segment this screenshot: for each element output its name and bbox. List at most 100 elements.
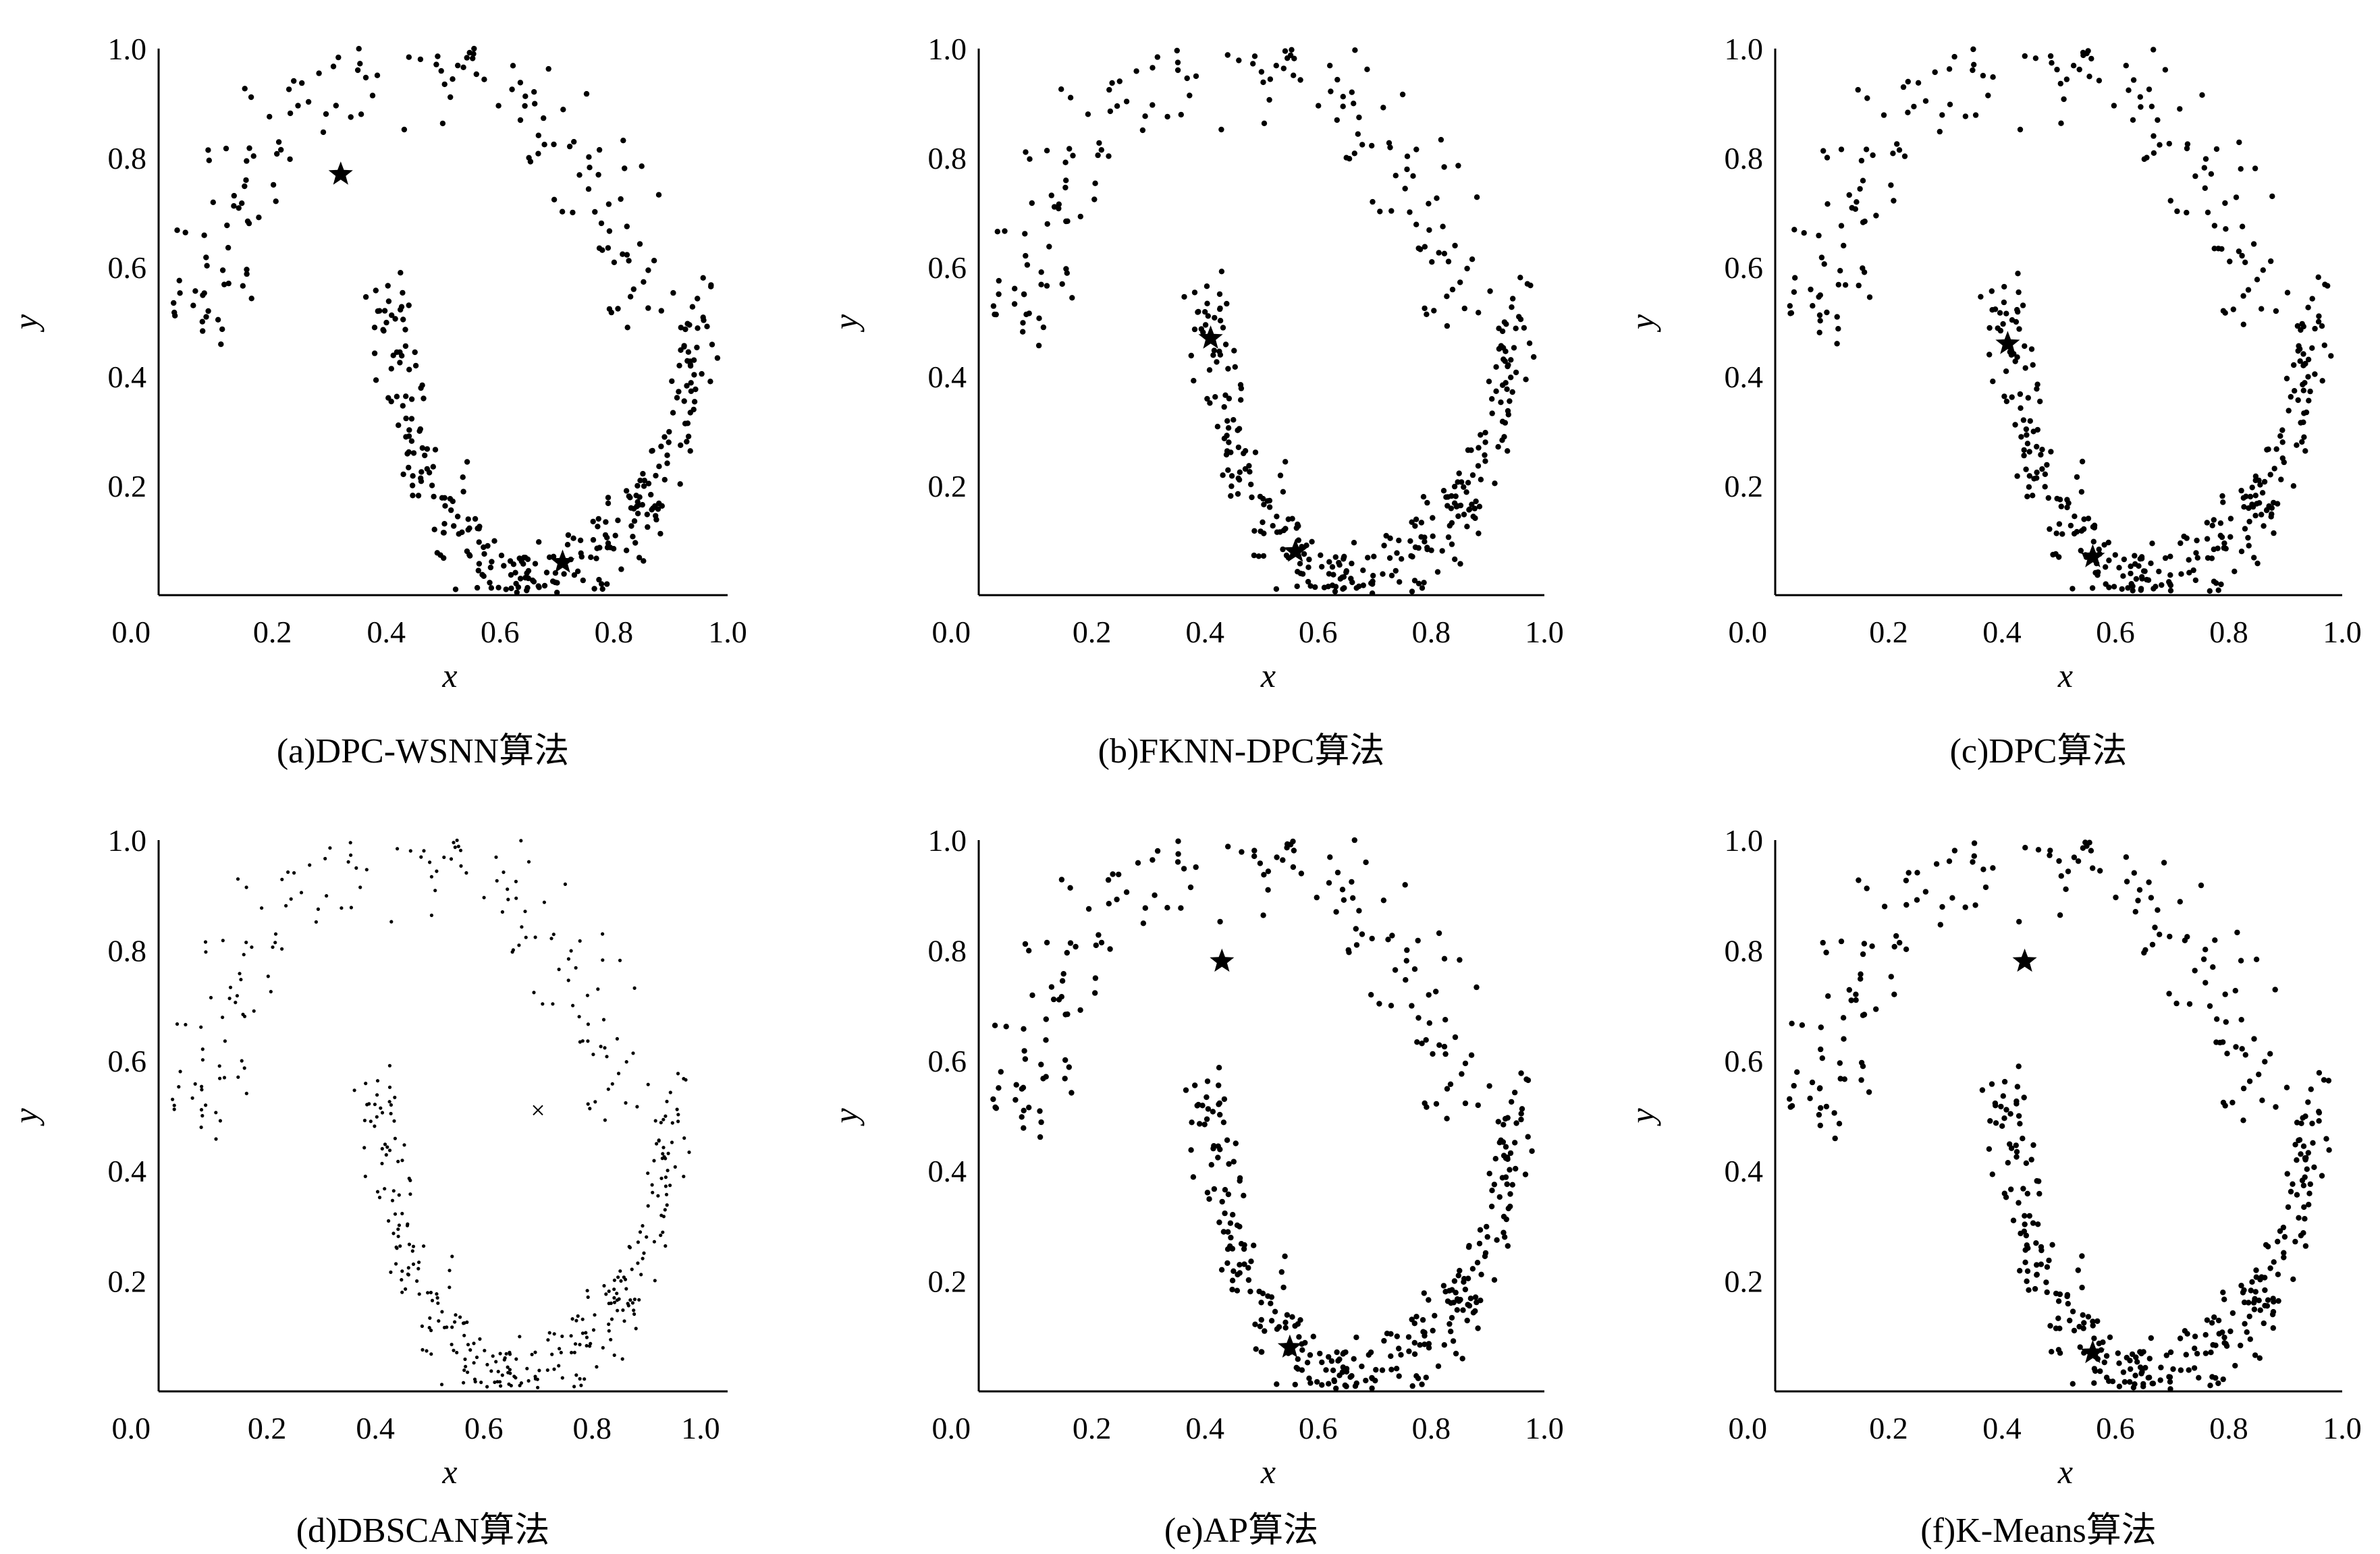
data-point <box>591 1053 595 1057</box>
data-point <box>2009 394 2015 400</box>
data-point <box>2224 1051 2230 1057</box>
data-point <box>2275 1298 2281 1304</box>
data-point <box>2232 988 2238 994</box>
data-point <box>203 940 208 944</box>
data-point <box>2316 1118 2322 1124</box>
data-point <box>2177 1335 2184 1341</box>
data-point <box>2097 868 2103 874</box>
data-point <box>1461 484 1467 490</box>
data-point <box>1343 1349 1349 1356</box>
data-point <box>2130 588 2136 594</box>
data-point <box>676 1113 680 1117</box>
data-point <box>2259 511 2265 518</box>
data-point <box>2246 1078 2253 1084</box>
data-point <box>387 1100 391 1104</box>
data-point <box>1426 200 1432 206</box>
data-point <box>1204 1078 1211 1084</box>
data-point <box>1866 294 1873 300</box>
data-point <box>626 258 632 264</box>
data-point <box>1235 427 1241 433</box>
data-point <box>1408 553 1414 559</box>
data-point <box>2298 1120 2304 1127</box>
data-point <box>1415 1015 1422 1021</box>
data-point <box>2130 117 2136 123</box>
data-point <box>362 74 369 81</box>
data-point <box>1295 523 1301 529</box>
data-point <box>1274 529 1280 535</box>
data-point <box>2262 1275 2268 1281</box>
data-point <box>684 321 691 327</box>
data-point <box>682 326 688 333</box>
data-point <box>1106 901 1112 907</box>
data-point <box>2157 931 2163 938</box>
data-point <box>580 1039 585 1043</box>
chart-caption: (c)DPC算法 <box>1950 732 2128 771</box>
data-point <box>1205 1106 1212 1112</box>
data-point <box>354 67 361 74</box>
data-point <box>1370 198 1376 205</box>
data-point <box>2015 271 2021 277</box>
data-point <box>2208 1350 2214 1356</box>
data-point <box>2035 1221 2041 1227</box>
data-point <box>1389 933 1395 939</box>
data-point <box>176 277 182 283</box>
data-point <box>1473 984 1480 991</box>
data-point <box>1403 958 1409 964</box>
data-point <box>2070 1308 2076 1314</box>
data-point <box>1334 1349 1340 1356</box>
data-point <box>235 994 239 998</box>
data-point <box>349 853 353 857</box>
data-point <box>464 55 470 61</box>
data-point <box>2319 323 2325 329</box>
data-point <box>707 379 713 385</box>
data-point <box>2022 845 2028 851</box>
data-point <box>1985 92 1991 99</box>
data-point <box>231 203 237 209</box>
data-point <box>676 1119 680 1123</box>
data-point <box>1518 1111 1524 1117</box>
data-point <box>1978 294 1984 300</box>
data-point <box>1029 992 1035 999</box>
data-point <box>506 1365 510 1369</box>
data-point <box>395 1246 399 1250</box>
data-point <box>244 267 250 273</box>
data-point <box>2014 473 2020 479</box>
data-point <box>2211 246 2217 252</box>
data-point <box>476 561 483 567</box>
data-point <box>2055 1298 2062 1304</box>
data-point <box>375 1079 380 1083</box>
data-point <box>199 1025 203 1029</box>
data-point <box>552 1367 556 1371</box>
data-point <box>357 61 363 67</box>
data-point <box>483 1348 487 1353</box>
data-point <box>1399 91 1406 98</box>
data-point <box>1224 300 1230 307</box>
data-point <box>519 839 523 843</box>
data-point <box>653 1119 657 1123</box>
data-point <box>465 516 471 522</box>
data-point <box>412 349 418 356</box>
data-point <box>2309 1120 2315 1127</box>
data-point <box>1273 63 1280 69</box>
data-point <box>1212 314 1218 321</box>
data-point <box>323 111 329 117</box>
data-point <box>491 1354 495 1358</box>
data-point <box>1441 164 1447 170</box>
data-point <box>1305 564 1311 570</box>
data-point <box>204 262 210 269</box>
data-point <box>551 141 557 148</box>
data-point <box>447 496 454 502</box>
data-point <box>2259 490 2266 496</box>
data-point <box>2016 289 2022 296</box>
data-point <box>218 341 224 348</box>
data-point <box>400 316 406 323</box>
data-point <box>594 545 600 551</box>
data-point <box>584 1331 588 1335</box>
data-point <box>2240 321 2246 327</box>
data-point <box>1440 223 1446 229</box>
data-point <box>200 328 206 334</box>
data-point <box>2024 1268 2031 1275</box>
data-point <box>1309 538 1315 545</box>
data-point <box>2275 1271 2281 1277</box>
data-point <box>1217 305 1223 312</box>
